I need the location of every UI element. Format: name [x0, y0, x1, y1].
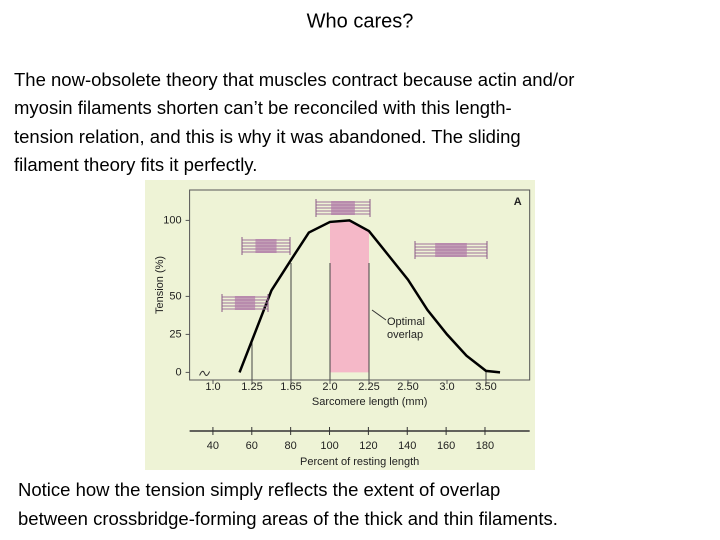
- annotation-pointer: [371, 309, 387, 321]
- y-axis-label: Tension (%): [154, 256, 166, 314]
- chart: 0 25 50 100 Tension (%) 1.0 1.25 1.65 2.0 2.25 2.5…: [154, 189, 531, 468]
- filament-icon: [331, 201, 355, 215]
- paragraph-line: filament theory fits it perfectly.: [14, 154, 257, 175]
- x-axis-label: Sarcomere length (mm): [312, 396, 428, 408]
- shaded-span: [330, 220, 369, 373]
- slide-title: Who cares?: [307, 10, 414, 32]
- x-tick-label: 1.0: [205, 381, 220, 393]
- y-tick-label: 25: [169, 328, 181, 340]
- filament-icon: [234, 296, 256, 310]
- x-tick-label: 3.0: [439, 381, 454, 393]
- panel-label: A: [514, 196, 522, 208]
- annotation-line: overlap: [387, 329, 423, 341]
- x-tick-label: 1.25: [241, 381, 262, 393]
- y-tick-label: 50: [169, 290, 181, 302]
- paragraph-line: myosin filaments shorten can’t be reconc…: [14, 97, 512, 118]
- plot-frame: [189, 189, 531, 381]
- x-tick-label: 2.0: [322, 381, 337, 393]
- paragraph-line: tension relation, and this is why it was…: [14, 126, 521, 147]
- filament-icon: [435, 243, 467, 257]
- x-tick-label: 3.50: [475, 381, 496, 393]
- x-tick-label: 2.50: [397, 381, 418, 393]
- tension-curve: [238, 219, 501, 374]
- x2-tick-label: 60: [246, 440, 258, 452]
- axis-break: [199, 370, 211, 376]
- footer-line: Notice how the tension simply reflects t…: [18, 479, 500, 500]
- x2-tick-label: 80: [285, 440, 297, 452]
- x2-tick-label: 180: [476, 440, 494, 452]
- paragraph-line: The now-obsolete theory that muscles con…: [14, 69, 574, 90]
- x2-tick-label: 120: [359, 440, 377, 452]
- x-tick-label: 1.65: [280, 381, 301, 393]
- x2-tick-label: 140: [398, 440, 416, 452]
- y-tick-label: 0: [175, 366, 181, 378]
- x2-tick-label: 100: [320, 440, 338, 452]
- x-tick-label: 2.25: [358, 381, 379, 393]
- x2-axis-label: Percent of resting length: [300, 456, 419, 468]
- x2-tick-label: 40: [207, 440, 219, 452]
- y-tick-label: 100: [163, 214, 181, 226]
- filament-icon: [255, 239, 277, 253]
- x2-tick-label: 160: [437, 440, 455, 452]
- footer-line: between crossbridge-forming areas of the…: [18, 508, 558, 529]
- annotation-line: Optimal: [387, 316, 425, 328]
